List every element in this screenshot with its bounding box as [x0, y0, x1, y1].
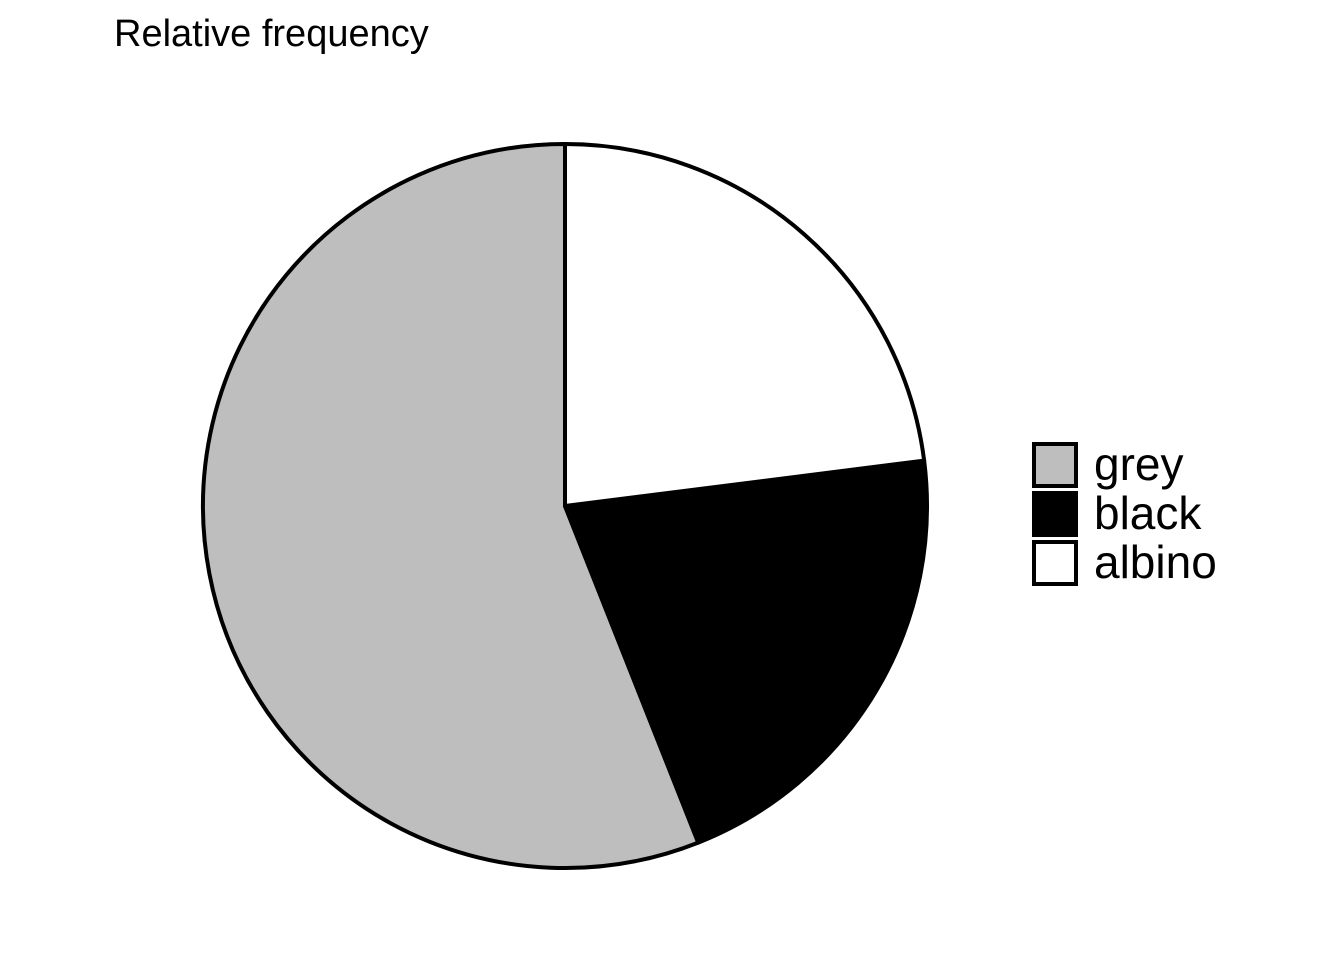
legend-label-grey: grey: [1094, 438, 1183, 490]
legend-swatch-albino: [1032, 540, 1078, 586]
legend-label-black: black: [1094, 487, 1202, 539]
pie-slices: [201, 142, 930, 870]
legend-swatch-black: [1032, 491, 1078, 537]
chart-title: Relative frequency: [114, 13, 429, 55]
legend-label-albino: albino: [1094, 536, 1217, 588]
legend-swatch-grey: [1032, 442, 1078, 488]
pie-slice-grey: [201, 142, 701, 870]
pie-slice-albino: [563, 142, 927, 508]
pie-slice-black: [563, 458, 930, 845]
